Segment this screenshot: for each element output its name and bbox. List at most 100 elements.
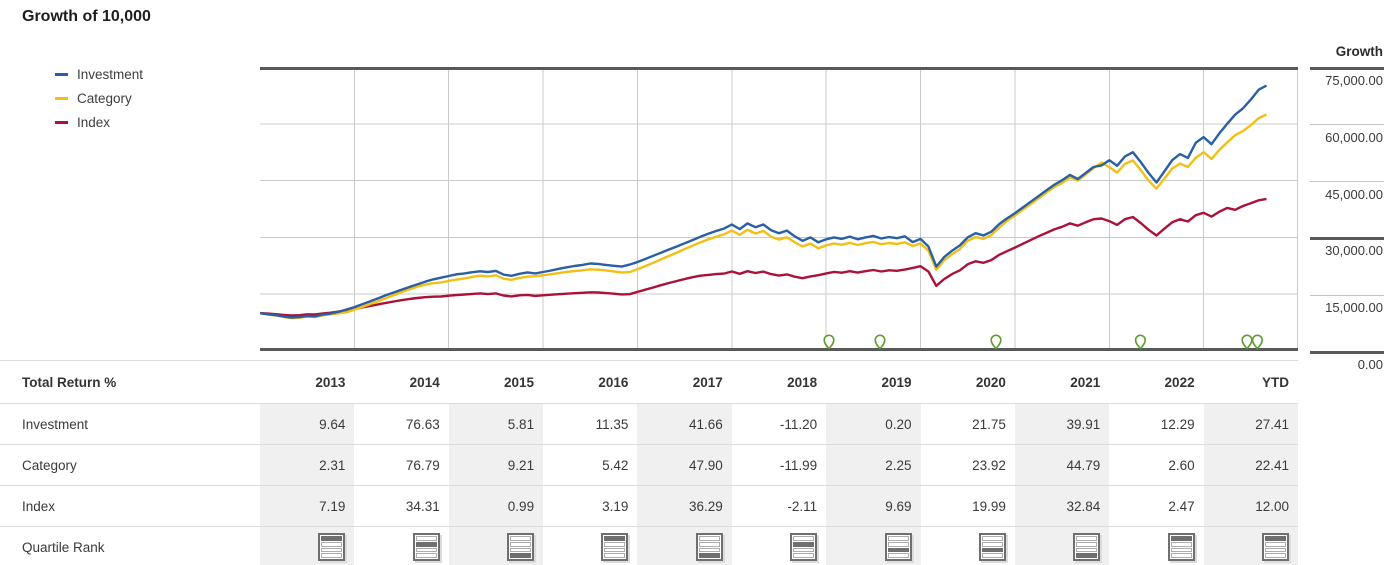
- quartile-rank-cell: [354, 526, 449, 565]
- category-line-swatch-icon: [55, 96, 68, 100]
- table-row-index: Index 7.19 34.31 0.99 3.19 36.29 -2.11 9.69 19.9…: [0, 485, 1298, 527]
- growth-axis-tick: [1310, 124, 1384, 126]
- return-value-cell: 23.92: [920, 444, 1015, 486]
- growth-axis-tick-label: 0.00: [1357, 357, 1383, 372]
- investment-line: [260, 84, 1268, 319]
- legend-label: Category: [77, 90, 132, 106]
- table-corner-label: Total Return %: [0, 360, 260, 404]
- return-value-cell: 0.20: [826, 403, 921, 445]
- return-value-cell: 2.25: [826, 444, 921, 486]
- growth-chart[interactable]: [260, 67, 1298, 352]
- return-value-cell: 3.19: [543, 485, 638, 527]
- return-value-cell: 2.60: [1109, 444, 1204, 486]
- quartile-rank-cell: [260, 526, 355, 565]
- growth-axis-tick-label: 30,000.00: [1325, 243, 1383, 259]
- growth-axis-tick: [1310, 181, 1384, 183]
- column-header-2022: 2022: [1109, 360, 1204, 404]
- quartile-rank-4-icon: [1073, 533, 1101, 561]
- growth-axis-tick-label: 15,000.00: [1325, 300, 1383, 316]
- column-header-2018: 2018: [731, 360, 827, 404]
- return-value-cell: 9.64: [260, 403, 355, 445]
- column-header-2017: 2017: [637, 360, 732, 404]
- quartile-rank-3-icon: [978, 533, 1006, 561]
- quartile-rank-cell: [1014, 526, 1110, 565]
- row-label: Investment: [0, 403, 260, 445]
- return-value-cell: -2.11: [731, 485, 827, 527]
- growth-axis-panel: Growth 75,000.00 60,000.00 45,000.00 30,000…: [1310, 0, 1384, 400]
- growth-axis-tick: [1310, 350, 1384, 354]
- row-label: Category: [0, 444, 260, 486]
- table-row-quartile-rank: Quartile Rank: [0, 526, 1298, 565]
- quartile-rank-2-icon: [412, 533, 440, 561]
- return-value-cell: 39.91: [1014, 403, 1110, 445]
- return-value-cell: 0.99: [448, 485, 544, 527]
- quartile-rank-1-icon: [1262, 533, 1289, 561]
- column-header-2020: 2020: [920, 360, 1015, 404]
- growth-axis-tick-label: 75,000.00: [1325, 73, 1383, 88]
- growth-axis-tick-label: 60,000.00: [1325, 129, 1383, 145]
- return-value-cell: 22.41: [1203, 444, 1298, 486]
- column-header-2016: 2016: [543, 360, 638, 404]
- index-line: [260, 197, 1267, 317]
- row-label: Index: [0, 485, 260, 527]
- quartile-rank-cell: [1109, 526, 1204, 565]
- quartile-rank-cell: [1203, 526, 1298, 565]
- quartile-rank-cell: [826, 526, 921, 565]
- quartile-rank-3-icon: [884, 533, 912, 561]
- quartile-rank-4-icon: [695, 533, 723, 561]
- return-value-cell: 5.42: [543, 444, 638, 486]
- column-header-2021: 2021: [1014, 360, 1110, 404]
- column-header-2013: 2013: [260, 360, 355, 404]
- legend-item-investment[interactable]: Investment: [55, 62, 143, 86]
- row-label: Quartile Rank: [0, 526, 260, 565]
- return-value-cell: 32.84: [1014, 485, 1110, 527]
- return-value-cell: 36.29: [637, 485, 732, 527]
- return-value-cell: 44.79: [1014, 444, 1110, 486]
- growth-axis-tick-label: 45,000.00: [1325, 186, 1383, 202]
- return-value-cell: 9.21: [448, 444, 544, 486]
- chart-legend: Investment Category Index: [55, 62, 143, 134]
- column-header-2015: 2015: [448, 360, 544, 404]
- table-row-category: Category 2.31 76.79 9.21 5.42 47.90 -11.99 2.25…: [0, 444, 1298, 486]
- event-pin-icon: [1134, 334, 1147, 350]
- quartile-rank-cell: [920, 526, 1015, 565]
- quartile-rank-1-icon: [1167, 533, 1195, 561]
- legend-item-category[interactable]: Category: [55, 86, 143, 110]
- return-value-cell: 19.99: [920, 485, 1015, 527]
- growth-axis-header: Growth: [1335, 44, 1383, 59]
- event-pin-icon: [1241, 334, 1253, 350]
- growth-axis-tick: [1310, 236, 1384, 240]
- table-row-investment: Investment 9.64 76.63 5.81 11.35 41.66 -11.20 0…: [0, 403, 1298, 445]
- event-pin-icon: [823, 334, 835, 350]
- return-value-cell: 47.90: [637, 444, 732, 486]
- return-value-cell: 76.79: [354, 444, 449, 486]
- quartile-rank-cell: [731, 526, 827, 565]
- column-header-YTD: YTD: [1203, 360, 1298, 404]
- return-value-cell: 76.63: [354, 403, 449, 445]
- legend-label: Index: [77, 114, 111, 130]
- event-pin-icon: [1251, 334, 1264, 350]
- quartile-rank-4-icon: [507, 533, 535, 561]
- total-return-table: Total Return % 2013 2014 2015 2016 2017 2018 20…: [0, 360, 1298, 565]
- quartile-rank-2-icon: [790, 533, 818, 561]
- return-value-cell: 9.69: [826, 485, 921, 527]
- return-value-cell: 11.35: [543, 403, 638, 445]
- investment-line-swatch-icon: [55, 72, 68, 76]
- return-value-cell: 5.81: [448, 403, 544, 445]
- return-value-cell: 2.31: [260, 444, 355, 486]
- column-header-2014: 2014: [354, 360, 449, 404]
- growth-axis-tick: [1310, 66, 1384, 70]
- return-value-cell: 2.47: [1109, 485, 1204, 527]
- return-value-cell: 21.75: [920, 403, 1015, 445]
- return-value-cell: 12.29: [1109, 403, 1204, 445]
- return-value-cell: -11.99: [731, 444, 827, 486]
- return-value-cell: 27.41: [1203, 403, 1298, 445]
- legend-label: Investment: [77, 66, 144, 82]
- index-line-swatch-icon: [55, 120, 68, 124]
- legend-item-index[interactable]: Index: [55, 110, 143, 134]
- return-value-cell: 41.66: [637, 403, 732, 445]
- quartile-rank-cell: [543, 526, 638, 565]
- return-value-cell: 7.19: [260, 485, 355, 527]
- category-line: [260, 113, 1268, 320]
